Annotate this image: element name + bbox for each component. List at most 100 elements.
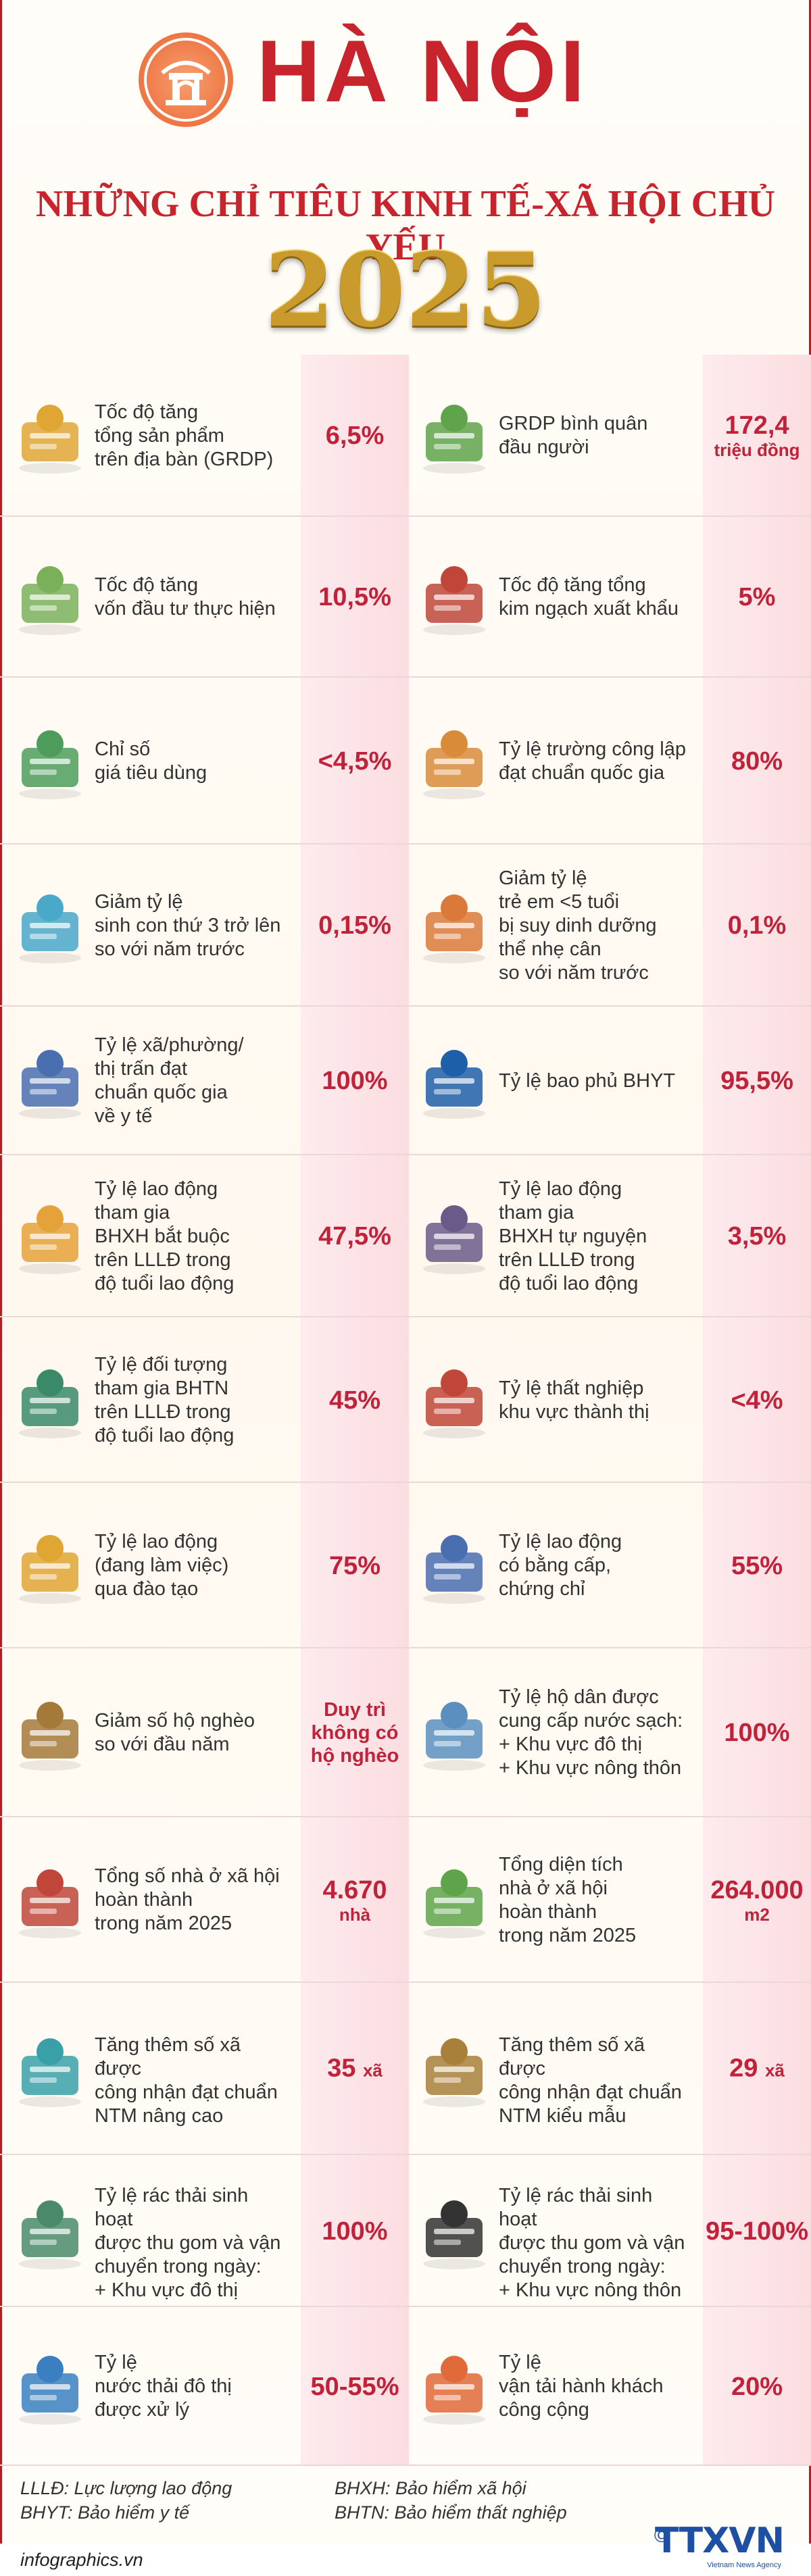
label-line: Tổng số nhà ở xã hội [95, 1865, 280, 1887]
footer-bar: infographics.vn [0, 2544, 811, 2576]
indicator-value: 20% [703, 2373, 811, 2401]
label-line: cung cấp nước sạch: [499, 1710, 683, 1732]
label-line: so với năm trước [95, 938, 245, 960]
trash-bags-icon [414, 2191, 495, 2272]
indicator-right: Tỷ lệ hộ dân được cung cấp nước sạch: + Kh… [406, 1648, 811, 1817]
label-line: chứng chỉ [499, 1578, 585, 1600]
label-line: trên địa bàn (GRDP) [95, 449, 274, 470]
indicator-left: Giảm số hộ nghèo so với đầu năm Duy trì kh… [0, 1648, 409, 1817]
indicator-row: Tỷ lệ nước thải đô thị được xử lý 50-55% Tỷ … [0, 2307, 811, 2466]
label-line: về y tế [95, 1105, 153, 1127]
indicator-left: Chỉ số giá tiêu dùng <4,5% [0, 678, 409, 844]
garbage-truck-icon [9, 2191, 91, 2272]
value-box: 80% [703, 678, 811, 844]
indicator-right: Tỷ lệ bao phủ BHYT 95,5% [406, 1007, 811, 1155]
indicator-right: Tỷ lệ rác thải sinh hoạt được thu gom và … [406, 2155, 811, 2307]
indicator-label: Tăng thêm số xã được công nhận đạt chuẩn N… [95, 2034, 291, 2128]
value-number: 100% [322, 1067, 388, 1095]
copyright-icon: © [654, 2525, 669, 2547]
footnote-bhtn: BHTN: Bảo hiểm thất nghiệp [335, 2502, 567, 2523]
value-unit: xã [764, 2060, 785, 2080]
page-title: HÀ NỘI [257, 22, 589, 120]
indicator-label: Giảm số hộ nghèo so với đầu năm [95, 1709, 291, 1757]
label-line: có bằng cấp, [499, 1555, 612, 1576]
label-line: Tốc độ tăng tổng [499, 574, 646, 596]
label-line: công cộng [499, 2399, 589, 2421]
footnote-lllđ: LLLĐ: Lực lượng lao động [20, 2478, 232, 2498]
value-box: 29 xã [703, 1983, 811, 2155]
indicator-label: Tỷ lệ lao động tham gia BHXH tự nguyện trên… [499, 1178, 695, 1296]
brand-tagline: Vietnam News Agency [707, 2561, 781, 2569]
value-box: <4,5% [301, 678, 409, 844]
value-box: 75% [301, 1483, 409, 1648]
value-box: 6,5% [301, 355, 409, 517]
value-unit: nhà [339, 1904, 371, 1925]
indicator-label: Tổng diện tích nhà ở xã hội hoàn thành tron… [499, 1853, 695, 1948]
year-label: 2025 [264, 231, 547, 350]
indicator-row: Tỷ lệ lao động tham gia BHXH bắt buộc trên … [0, 1155, 811, 1317]
value-box: 5% [703, 517, 811, 678]
indicator-row: Tổng số nhà ở xã hội hoàn thành trong năm … [0, 1817, 811, 1983]
value-box: 10,5% [301, 517, 409, 678]
indicator-label: Tỷ lệ thất nghiệp khu vực thành thị [499, 1377, 695, 1424]
indicator-row: Tốc độ tăng tổng sản phẩm trên địa bàn (GR… [0, 355, 811, 517]
value-box: 47,5% [301, 1155, 409, 1317]
label-line: Tỷ lệ bao phủ BHYT [499, 1070, 676, 1092]
label-line: Giảm tỷ lệ [95, 891, 183, 913]
indicator-value: Duy trì không có hộ nghèo [301, 1698, 409, 1767]
indicator-right: GRDP bình quân đầu người 172,4 triệu đồng [406, 355, 811, 517]
indicator-row: Tăng thêm số xã được công nhận đạt chuẩn N… [0, 1983, 811, 2155]
row-divider [0, 1816, 811, 1817]
indicator-right: Giảm tỷ lệ trẻ em <5 tuổi bị suy dinh dưỡn… [406, 844, 811, 1007]
indicator-label: Tỷ lệ nước thải đô thị được xử lý [95, 2351, 291, 2422]
indicator-value: 10,5% [301, 583, 409, 611]
row-divider [0, 2306, 811, 2307]
indicator-value: 0,15% [301, 911, 409, 940]
indicator-left: Tỷ lệ lao động tham gia BHXH bắt buộc trên … [0, 1155, 409, 1317]
label-line: được xử lý [95, 2399, 190, 2421]
value-number: 6,5% [325, 422, 385, 450]
health-insurance-icon [414, 1040, 495, 1121]
row-divider [0, 843, 811, 844]
label-line: Giảm tỷ lệ [499, 867, 587, 889]
indicator-left: Tỷ lệ đối tượng tham gia BHTN trên LLLĐ tr… [0, 1317, 409, 1483]
frame-left-line [0, 0, 2, 2576]
indicator-left: Tỷ lệ nước thải đô thị được xử lý 50-55% [0, 2307, 409, 2466]
value-number: 95-100% [705, 2217, 809, 2246]
label-line: tham gia [95, 1202, 170, 1223]
value-number: 29 [729, 2054, 758, 2082]
engineer-icon [9, 1525, 91, 1607]
source-url[interactable]: infographics.vn [20, 2550, 143, 2570]
value-number: 75% [328, 1551, 381, 1580]
value-number: 55% [731, 1551, 783, 1580]
indicator-right: Tỷ lệ vận tải hành khách công cộng 20% [406, 2307, 811, 2466]
label-line: Tỷ lệ [95, 2352, 137, 2373]
indicator-value: 100% [703, 1719, 811, 1747]
indicator-label: Tổng số nhà ở xã hội hoàn thành trong năm … [95, 1865, 291, 1936]
indicator-right: Tỷ lệ thất nghiệp khu vực thành thị <4% [406, 1317, 811, 1483]
indicator-value: 100% [301, 1067, 409, 1095]
indicator-value: <4% [703, 1386, 811, 1415]
value-box: 264.000 m2 [703, 1817, 811, 1983]
indicator-right: Tăng thêm số xã được công nhận đạt chuẩn N… [406, 1983, 811, 2155]
value-box: 4.670 nhà [301, 1817, 409, 1983]
brand-logo: TTXVN [655, 2521, 785, 2561]
label-line: độ tuổi lao động [95, 1273, 235, 1294]
label-line: Tỷ lệ rác thải sinh hoạt [95, 2185, 249, 2230]
label-line: độ tuổi lao động [95, 1425, 235, 1446]
indicator-label: Tỷ lệ hộ dân được cung cấp nước sạch: + Kh… [499, 1686, 695, 1780]
label-line: so với đầu năm [95, 1734, 230, 1755]
office-worker-icon [414, 1525, 495, 1607]
water-tap-icon [414, 1692, 495, 1773]
hut-icon [9, 1692, 91, 1773]
indicator-row: Tỷ lệ rác thải sinh hoạt được thu gom và … [0, 2155, 811, 2307]
label-line: Chỉ số [95, 738, 151, 760]
indicator-right: Tổng diện tích nhà ở xã hội hoàn thành tron… [406, 1817, 811, 1983]
label-line: Tổng diện tích [499, 1854, 623, 1875]
label-line: đạt chuẩn quốc gia [499, 762, 665, 784]
indicator-row: Giảm số hộ nghèo so với đầu năm Duy trì kh… [0, 1648, 811, 1817]
indicator-row: Tỷ lệ lao động (đang làm việc) qua đào tạo… [0, 1483, 811, 1648]
indicator-left: Tỷ lệ xã/phường/thị trấn đạt chuẩn quốc g… [0, 1007, 409, 1155]
label-line: khu vực thành thị [499, 1401, 649, 1423]
value-unit: xã [362, 2060, 383, 2080]
